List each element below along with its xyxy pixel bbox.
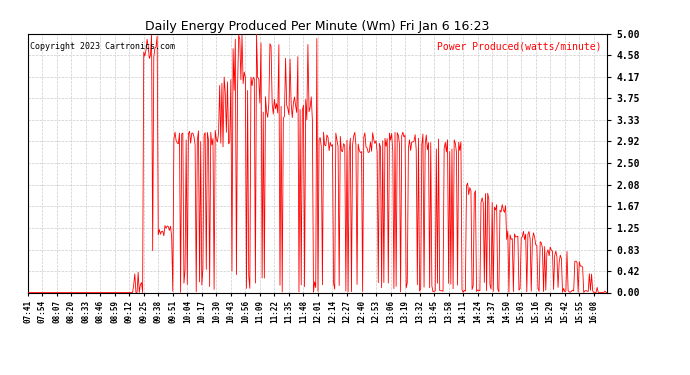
Text: Copyright 2023 Cartronics.com: Copyright 2023 Cartronics.com [30,42,175,51]
Title: Daily Energy Produced Per Minute (Wm) Fri Jan 6 16:23: Daily Energy Produced Per Minute (Wm) Fr… [145,20,490,33]
Text: Power Produced(watts/minute): Power Produced(watts/minute) [437,42,602,51]
